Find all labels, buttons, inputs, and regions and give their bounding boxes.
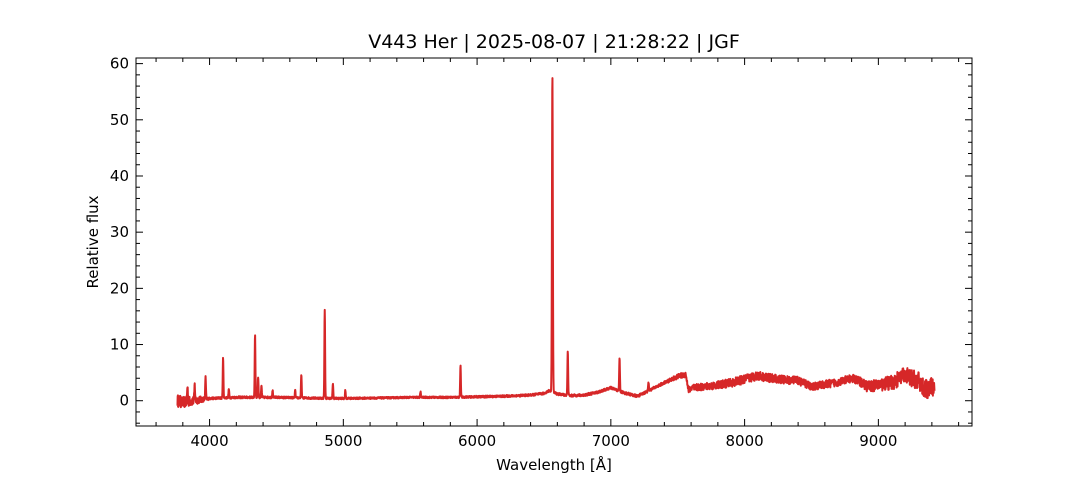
y-axis-label: Relative flux xyxy=(84,195,102,288)
y-tick-label: 20 xyxy=(110,279,129,297)
plot-frame xyxy=(135,57,973,427)
y-tick-label: 0 xyxy=(119,392,129,410)
x-tick-label: 5000 xyxy=(324,432,362,450)
chart-title: V443 Her | 2025-08-07 | 21:28:22 | JGF xyxy=(368,31,740,53)
x-axis-label: Wavelength [Å] xyxy=(496,455,612,474)
y-tick-label: 60 xyxy=(110,55,129,73)
x-tick-label: 6000 xyxy=(458,432,496,450)
x-tick-label: 7000 xyxy=(592,432,630,450)
plot-area xyxy=(176,77,936,409)
x-tick-label: 8000 xyxy=(726,432,764,450)
y-tick-label: 30 xyxy=(110,223,129,241)
x-tick-label: 9000 xyxy=(859,432,897,450)
y-tick-label: 10 xyxy=(110,336,129,354)
spectrum-line xyxy=(176,77,936,409)
y-axis: 0 10 20 30 40 50 60 xyxy=(110,55,972,424)
x-axis: 4000 5000 6000 7000 8000 9000 xyxy=(155,58,960,450)
y-tick-label: 40 xyxy=(110,167,129,185)
y-tick-label: 50 xyxy=(110,111,129,129)
x-tick-label: 4000 xyxy=(190,432,228,450)
